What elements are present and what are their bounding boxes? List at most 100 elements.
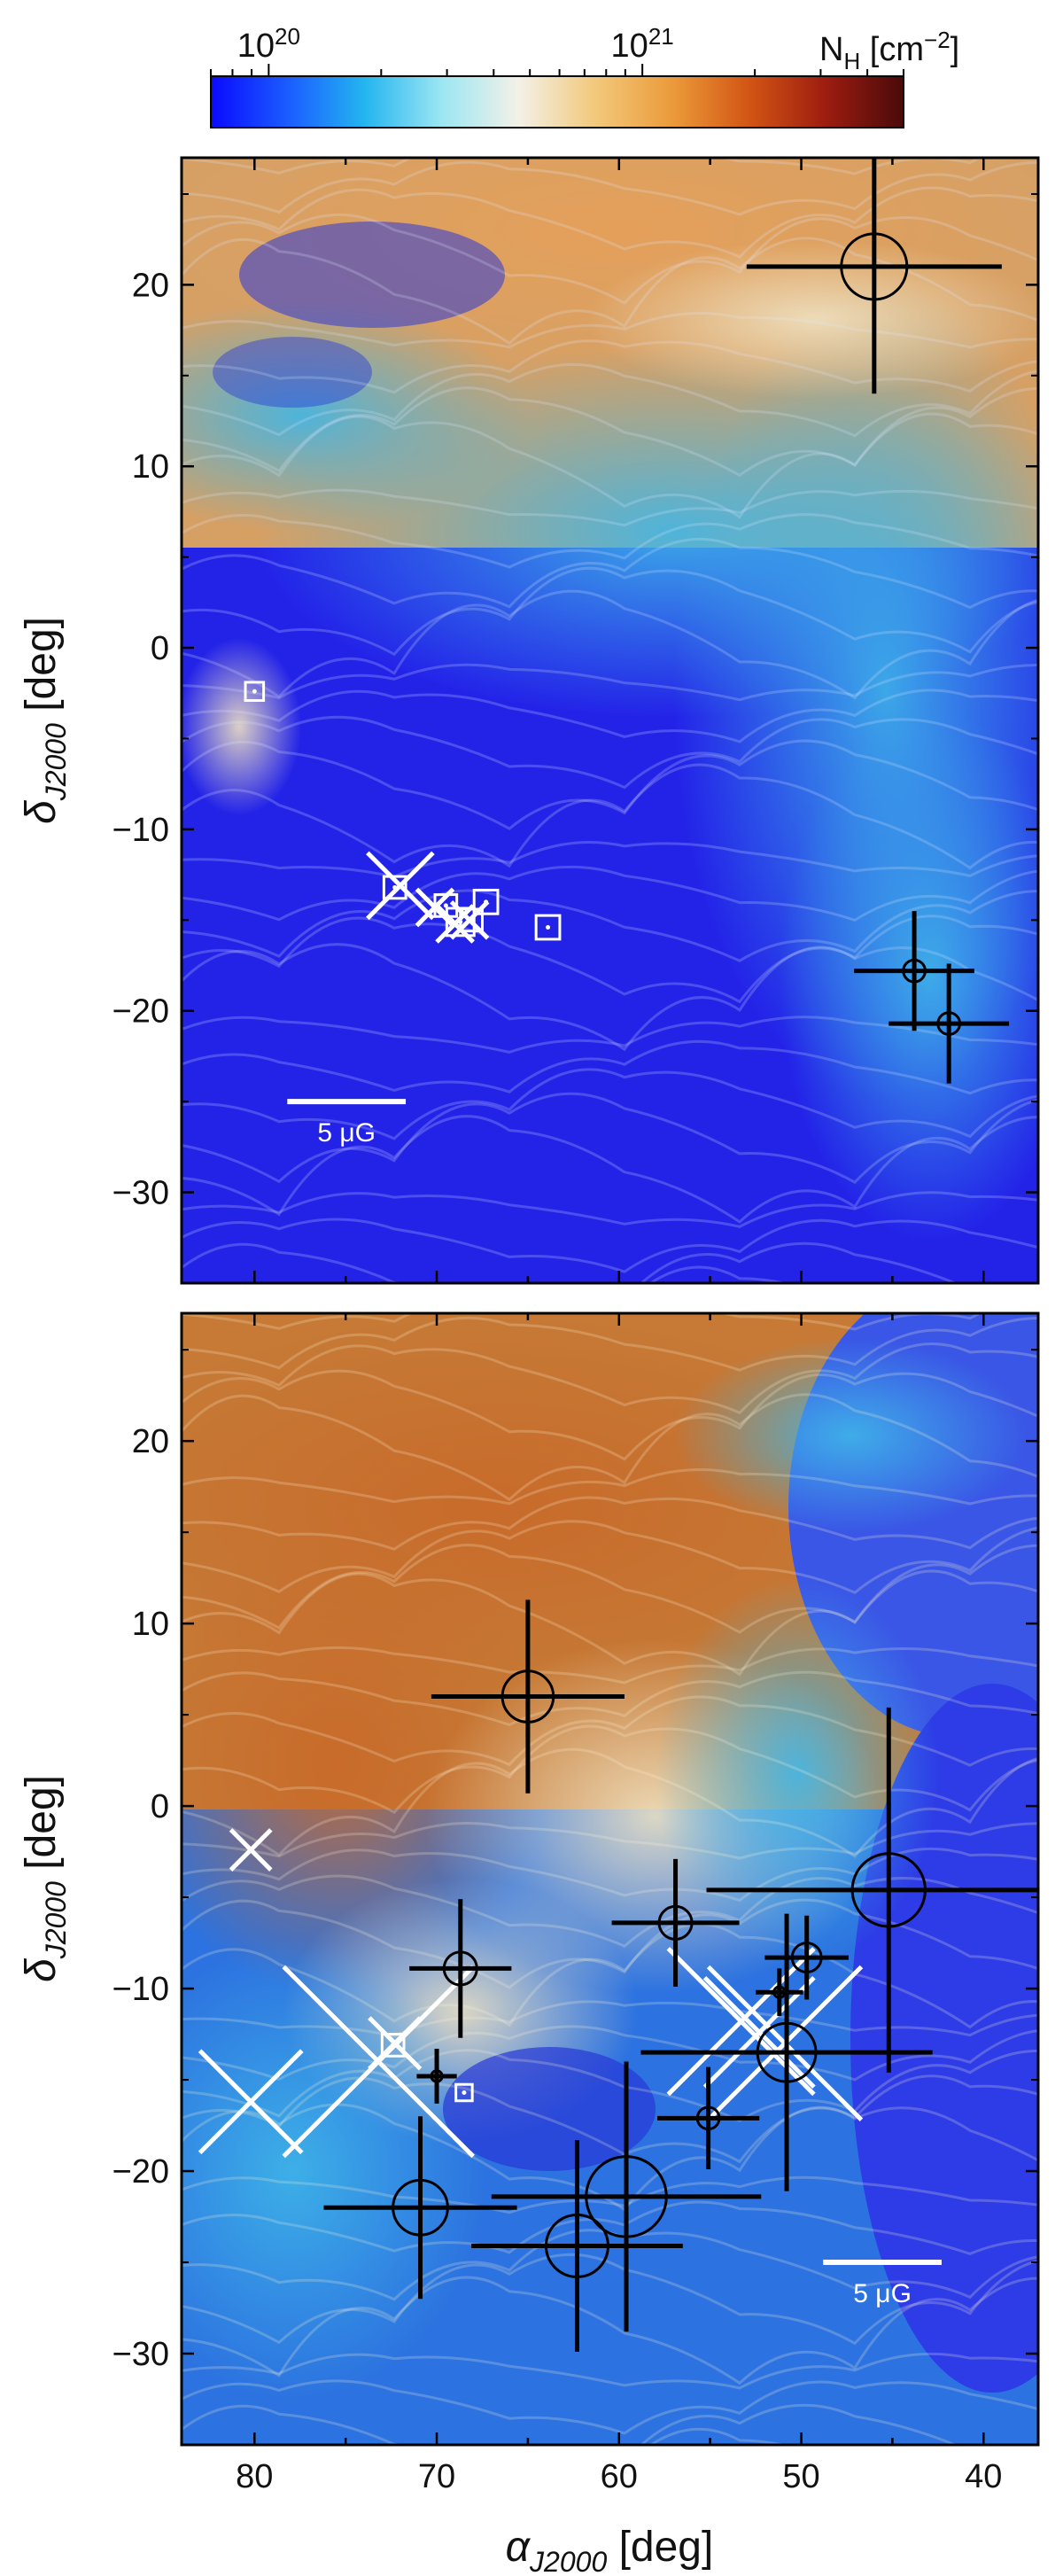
white-square-marker	[244, 681, 266, 703]
magnetic-field-streamline	[182, 1191, 1038, 1228]
magnetic-field-streamline	[182, 1068, 1038, 1140]
white-x-marker	[702, 1976, 816, 2090]
bottom-panel-ticks: −30 −20 −10 0 10 20 80 70 60 50 40	[113, 1313, 1038, 2495]
magnetic-field-streamline	[182, 2025, 1038, 2082]
magnetic-field-streamline	[182, 739, 1038, 830]
magnetic-field-streamline	[182, 889, 1038, 962]
colorbar-tick-label: 1021	[611, 23, 674, 65]
magnetic-field-streamline	[182, 1342, 1038, 1415]
magnetic-field-streamline	[182, 1039, 1038, 1095]
top-panel-markers	[244, 158, 1010, 1084]
field-strength-circle-marker	[544, 2214, 609, 2278]
white-square-center-dot	[462, 2090, 467, 2095]
white-x-marker	[435, 904, 475, 944]
magnetic-field-streamline	[182, 386, 1038, 478]
white-x-marker	[366, 851, 435, 921]
magnetic-field-streamline	[182, 1496, 1038, 1551]
scale-bar-label: 5 μG	[317, 1118, 376, 1148]
bottom-panel-frame	[180, 1311, 1040, 2447]
magnetic-field-streamline	[182, 1695, 1038, 1767]
top-panel-column-density-map	[182, 158, 1038, 1283]
field-strength-circle-marker	[902, 958, 927, 984]
magnetic-field-streamline	[182, 362, 1038, 438]
magnetic-field-streamline	[182, 1468, 1038, 1506]
magnetic-field-streamline	[182, 186, 1038, 259]
colorbar-ticks: 1020 1021	[210, 23, 904, 76]
magnetic-field-streamline	[182, 237, 1038, 346]
magnetic-field-streamline	[182, 689, 1038, 743]
white-x-marker	[666, 1947, 816, 2097]
magnetic-field-streamline	[182, 2379, 1038, 2435]
white-square-marker	[380, 2033, 406, 2058]
y-tick-label: −20	[113, 2153, 169, 2191]
colorbar: 1020 1021 NH [cm−2]	[210, 23, 959, 128]
white-square-center-dot	[252, 689, 257, 694]
colorbar-label: NH [cm−2]	[819, 27, 959, 74]
field-strength-circle-marker	[500, 1669, 555, 1724]
magnetic-field-streamline	[182, 488, 1038, 527]
bottom-panel-column-density-map	[182, 1313, 1038, 2445]
y-tick-label: 0	[151, 630, 169, 667]
magnetic-field-streamline	[182, 1670, 1038, 1727]
y-tick-label: 20	[132, 1423, 169, 1460]
y-tick-label: 10	[132, 1606, 169, 1643]
top-panel-scale-bar: 5 μG	[287, 1099, 407, 1148]
magnetic-field-streamline	[182, 213, 1038, 305]
x-tick-label: 80	[236, 2458, 273, 2495]
white-square-center-dot	[443, 903, 448, 908]
magnetic-field-streamline	[182, 914, 1038, 1004]
magnetic-field-streamline	[182, 1016, 1038, 1054]
field-strength-circle-marker	[657, 1904, 694, 1941]
magnetic-field-streamline	[182, 537, 1038, 610]
top-panel-ticks: −30 −20 −10 0 10 20	[113, 158, 1038, 1284]
magnetic-field-streamline	[182, 1747, 1038, 1858]
magnetic-field-streamline	[182, 589, 1038, 700]
top-panel-y-axis-title: δJ2000 [deg]	[18, 617, 72, 824]
y-tick-label: −30	[113, 1175, 169, 1212]
magnetic-field-streamline	[182, 2276, 1038, 2385]
field-strength-circle-marker	[392, 2178, 449, 2237]
y-tick-label: 10	[132, 448, 169, 486]
y-tick-label: −20	[113, 993, 169, 1031]
white-x-marker	[229, 1828, 273, 1872]
field-strength-circle-marker	[850, 1852, 927, 1928]
magnetic-field-streamline	[182, 339, 1038, 394]
magnetic-field-streamline	[182, 1646, 1038, 1685]
magnetic-field-streamline	[182, 1724, 1038, 1815]
x-tick-label: 40	[965, 2458, 1002, 2495]
magnetic-field-streamline	[182, 1569, 1038, 1677]
white-x-marker	[198, 2049, 304, 2155]
bottom-panel-scale-bar: 5 μG	[823, 2260, 942, 2308]
magnetic-field-streamline	[182, 2000, 1038, 2038]
magnetic-field-streamline	[182, 865, 1038, 922]
bottom-panel-y-axis-title: δJ2000 [deg]	[18, 1775, 72, 1982]
magnetic-field-streamline	[182, 412, 1038, 519]
magnetic-field-streamline	[182, 1822, 1038, 1860]
white-square-marker	[454, 2082, 474, 2103]
magnetic-field-streamline	[182, 1874, 1038, 1949]
field-strength-circle-marker	[430, 2069, 444, 2083]
field-strength-circle-marker	[585, 2155, 668, 2238]
magnetic-field-streamline	[182, 1520, 1038, 1595]
magnetic-field-streamline	[182, 2352, 1038, 2390]
magnetic-field-streamline	[182, 160, 1038, 216]
magnetic-field-streamline	[182, 841, 1038, 879]
bottom-panel: 5 μG −30 −20 −10 0 10 20 80 70 60 50 40 δJ2000 [de…	[18, 1311, 1040, 2576]
white-x-marker	[449, 899, 490, 940]
magnetic-field-streamline	[182, 1393, 1038, 1502]
y-tick-label: 20	[132, 267, 169, 304]
white-square-marker	[534, 914, 562, 941]
magnetic-field-streamline	[182, 1218, 1038, 1273]
white-x-marker	[368, 2016, 423, 2071]
magnetic-field-streamline	[182, 1544, 1038, 1634]
y-tick-label: 0	[151, 1788, 169, 1825]
magnetic-field-streamline	[182, 1922, 1038, 2029]
bottom-panel-x-axis-title: αJ2000 [deg]	[506, 2524, 714, 2576]
magnetic-field-streamline	[182, 566, 1038, 657]
magnetic-field-streamline	[182, 311, 1038, 349]
field-strength-circle-marker	[442, 1950, 478, 1987]
y-tick-label: −30	[113, 2336, 169, 2373]
white-x-marker	[415, 887, 455, 928]
magnetic-field-streamline	[182, 1898, 1038, 1989]
